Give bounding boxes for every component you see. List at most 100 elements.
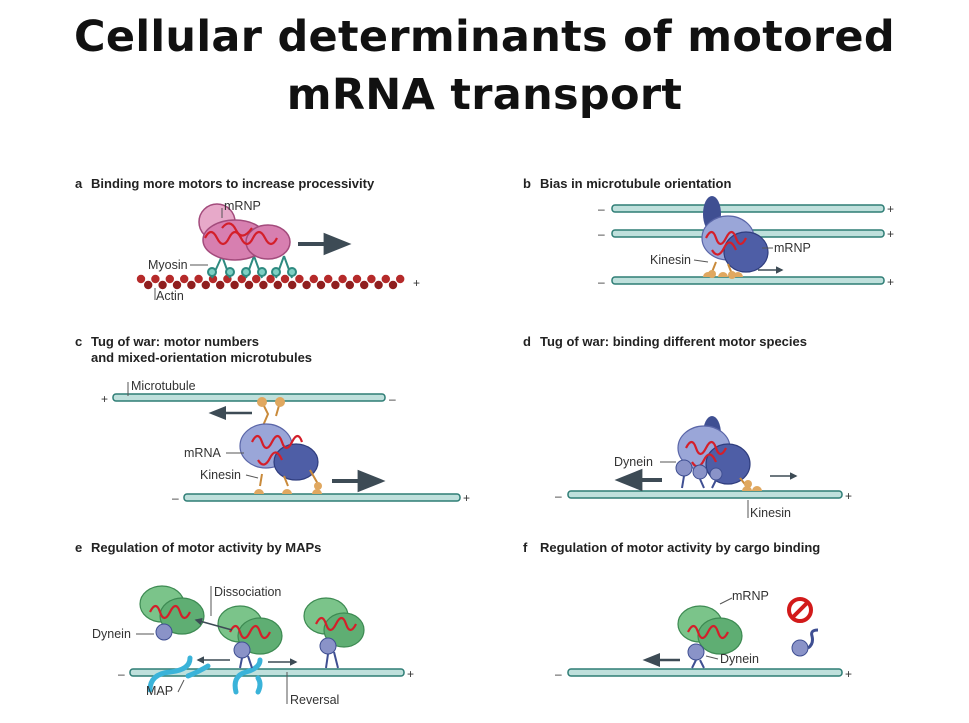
- label-mrnp-f: mRNP: [732, 589, 769, 603]
- panel-d-letter: d: [523, 334, 531, 349]
- mt-b3-minus: –: [598, 275, 605, 289]
- slide-title: Cellular determinants of motored mRNA tr…: [0, 8, 969, 124]
- panel-a-heading: Binding more motors to increase processi…: [91, 176, 375, 191]
- mt-f-plus: +: [845, 667, 852, 681]
- actin-bead: [208, 274, 218, 284]
- panel-b-heading: Bias in microtubule orientation: [540, 176, 731, 191]
- panel-c-letter: c: [75, 334, 82, 349]
- label-microtubule: Microtubule: [131, 379, 196, 393]
- actin-bead: [316, 280, 326, 290]
- microtubule-c-top: [112, 393, 386, 402]
- microtubule-f: [567, 668, 843, 677]
- panel-a-letter: a: [75, 176, 83, 191]
- actin-bead: [187, 280, 196, 290]
- label-dynein-e: Dynein: [92, 627, 131, 641]
- label-dynein-f: Dynein: [720, 652, 759, 666]
- panel-d-heading: Tug of war: binding different motor spec…: [540, 334, 807, 349]
- panel-f-heading: Regulation of motor activity by cargo bi…: [540, 540, 820, 555]
- mt-b3-plus: +: [887, 275, 894, 289]
- panel-c: c Tug of war: motor numbers and mixed-or…: [75, 334, 470, 505]
- mt-c-bottom-plus: +: [463, 491, 470, 505]
- actin-bead: [338, 274, 347, 284]
- actin-bead: [288, 280, 297, 290]
- label-actin: Actin: [156, 289, 184, 303]
- mt-e-plus: +: [407, 667, 414, 681]
- actin-bead: [352, 274, 362, 284]
- label-map: MAP: [146, 684, 173, 698]
- panel-b: b Bias in microtubule orientation – + – …: [523, 176, 894, 289]
- actin-bead: [244, 280, 254, 290]
- actin-bead: [388, 280, 398, 290]
- microtubule-c-bottom: [183, 493, 461, 502]
- actin-bead: [194, 274, 203, 284]
- mt-c-top-plus: +: [101, 392, 108, 406]
- actin-bead: [151, 274, 160, 284]
- panel-d: d Tug of war: binding different motor sp…: [523, 334, 852, 520]
- actin-bead: [136, 274, 146, 284]
- actin-bead: [180, 274, 189, 284]
- label-reversal: Reversal: [290, 693, 339, 707]
- mt-b1-plus: +: [887, 202, 894, 216]
- actin-bead: [345, 280, 354, 290]
- panel-c-heading-2: and mixed-orientation microtubules: [91, 350, 312, 365]
- actin-bead: [280, 274, 290, 284]
- mt-b1-minus: –: [598, 202, 605, 216]
- actin-bead: [230, 280, 239, 290]
- panel-e: e Regulation of motor activity by MAPs –…: [75, 540, 414, 707]
- actin-filament: [136, 274, 405, 290]
- label-mrnp-b: mRNP: [774, 241, 811, 255]
- dynein-mrnp-e3: [303, 597, 365, 669]
- mrnp-complex-b: [701, 196, 769, 279]
- actin-bead: [381, 274, 390, 284]
- label-mrnp-a: mRNP: [224, 199, 261, 213]
- mt-d-plus: +: [845, 489, 852, 503]
- panel-a: a Binding more motors to increase proces…: [75, 176, 420, 303]
- actin-bead: [360, 280, 369, 290]
- dynein-mrnp-e2: [217, 605, 283, 669]
- panel-f-letter: f: [523, 540, 528, 555]
- panel-c-heading-1: Tug of war: motor numbers: [91, 334, 259, 349]
- actin-bead: [302, 280, 311, 290]
- myosin-motors: [207, 255, 297, 279]
- mt-c-bottom-minus: –: [172, 491, 179, 505]
- actin-bead: [396, 274, 405, 284]
- actin-bead: [216, 280, 225, 290]
- panel-e-heading: Regulation of motor activity by MAPs: [91, 540, 321, 555]
- mt-b2-plus: +: [887, 227, 894, 241]
- label-mrna: mRNA: [184, 446, 221, 460]
- mrnp-complex-d: [675, 416, 762, 491]
- actin-bead: [172, 280, 182, 290]
- label-myosin: Myosin: [148, 258, 188, 272]
- actin-bead: [237, 274, 246, 284]
- mt-b2-minus: –: [598, 227, 605, 241]
- map-proteins: [147, 655, 263, 695]
- mt-f-minus: –: [555, 667, 562, 681]
- mt-e-minus: –: [118, 667, 125, 681]
- microtubule-d: [567, 490, 843, 499]
- slide-title-line-2: mRNA transport: [286, 70, 683, 120]
- mrnp-complex-c: [239, 397, 322, 494]
- panel-b-letter: b: [523, 176, 531, 191]
- actin-bead: [266, 274, 275, 284]
- dynein-mrnp-e1: [139, 585, 205, 641]
- actin-plus-end: +: [413, 276, 420, 290]
- actin-bead: [252, 274, 261, 284]
- mrnp-complex-a: [198, 203, 291, 261]
- actin-bead: [324, 274, 333, 284]
- label-dissociation: Dissociation: [214, 585, 281, 599]
- actin-bead: [158, 280, 167, 290]
- free-dynein-f: [791, 628, 819, 657]
- prohibited-icon: [787, 597, 813, 623]
- actin-bead: [259, 280, 268, 290]
- actin-bead: [201, 280, 210, 290]
- actin-bead: [374, 280, 383, 290]
- actin-bead: [331, 280, 340, 290]
- mt-c-top-minus: –: [389, 392, 396, 406]
- label-dynein-d: Dynein: [614, 455, 653, 469]
- label-kinesin-b: Kinesin: [650, 253, 691, 267]
- label-kinesin-d: Kinesin: [750, 506, 791, 520]
- actin-bead: [309, 274, 318, 284]
- panel-f: f Regulation of motor activity by cargo …: [523, 540, 852, 681]
- actin-bead: [367, 274, 376, 284]
